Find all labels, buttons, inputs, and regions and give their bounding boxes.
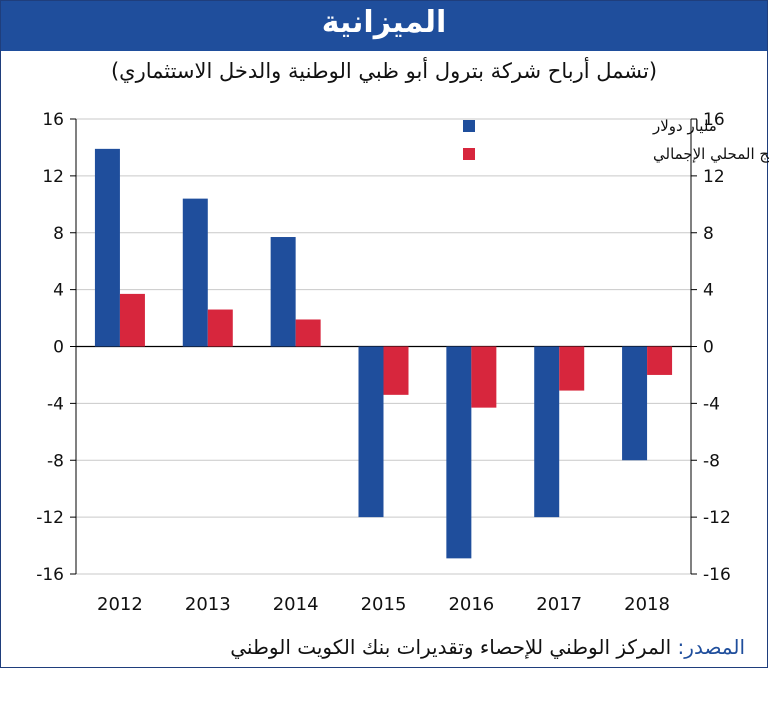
y-tick-label-left: 12 xyxy=(42,167,64,187)
bar-usd-2013 xyxy=(182,198,208,347)
bar-usd-2016 xyxy=(446,346,472,559)
x-tick-label: 2017 xyxy=(536,594,582,615)
legend-swatch xyxy=(463,148,475,160)
bar-gdp-2018 xyxy=(647,346,673,375)
legend-swatch xyxy=(463,120,475,132)
y-tick-label-right: -16 xyxy=(703,565,731,585)
bar-usd-2012 xyxy=(94,148,120,347)
x-axis-labels: 2012 2013 2014 2015 2016 2017 2018 xyxy=(97,594,670,615)
bar-gdp-2017 xyxy=(559,346,585,391)
x-tick-label: 2018 xyxy=(624,594,670,615)
x-tick-label: 2012 xyxy=(97,594,143,615)
bar-chart: 16 12 8 4 0 -4 -8 -12 -16 16 12 8 4 0 -4 -8 -12 -16 2012… xyxy=(36,110,769,615)
bottom-margin xyxy=(0,668,770,718)
bar-usd-2018 xyxy=(622,346,648,461)
source-text: المركز الوطني للإحصاء وتقديرات بنك الكوي… xyxy=(230,635,672,659)
bar-usd-2015 xyxy=(358,346,384,518)
y-tick-label-right: 8 xyxy=(703,224,714,244)
bar-usd-2017 xyxy=(534,346,560,518)
y-tick-label-left: -16 xyxy=(36,565,64,585)
legend-label: ٪ من الناتج المحلي الإجمالي xyxy=(653,145,769,164)
y-tick-label-left: 0 xyxy=(53,338,64,358)
y-tick-label-left: 4 xyxy=(53,281,64,301)
y-axis-left-ticks: 16 12 8 4 0 -4 -8 -12 -16 xyxy=(36,110,64,585)
axes xyxy=(70,118,697,575)
bar-gdp-2012 xyxy=(119,293,145,347)
source-note: المصدر: المركز الوطني للإحصاء وتقديرات ب… xyxy=(230,635,745,659)
x-tick-label: 2014 xyxy=(273,594,319,615)
x-tick-label: 2016 xyxy=(448,594,494,615)
page-title: الميزانية xyxy=(321,5,447,40)
bar-gdp-2013 xyxy=(207,309,233,347)
y-tick-label-right: 0 xyxy=(703,338,714,358)
y-tick-label-right: 4 xyxy=(703,281,714,301)
bar-gdp-2014 xyxy=(295,319,321,347)
y-tick-label-left: -12 xyxy=(36,508,64,528)
chart-subtitle: (تشمل أرباح شركة بترول أبو ظبي الوطنية و… xyxy=(110,59,658,83)
x-tick-label: 2015 xyxy=(361,594,407,615)
y-tick-label-left: -4 xyxy=(47,394,64,414)
bar-gdp-2015 xyxy=(383,346,409,395)
y-tick-label-right: 12 xyxy=(703,167,725,187)
x-tick-label: 2013 xyxy=(185,594,231,615)
y-tick-label-right: 16 xyxy=(703,110,725,130)
y-tick-label-right: -12 xyxy=(703,508,731,528)
title-bar: الميزانية xyxy=(1,1,767,51)
bars xyxy=(94,148,673,559)
bar-usd-2014 xyxy=(270,237,296,347)
y-tick-label-left: 8 xyxy=(53,224,64,244)
bar-gdp-2016 xyxy=(471,346,497,408)
y-tick-label-right: -8 xyxy=(703,451,720,471)
y-tick-label-left: 16 xyxy=(42,110,64,130)
y-axis-right-ticks: 16 12 8 4 0 -4 -8 -12 -16 xyxy=(703,110,731,585)
legend: مليار دولار ٪ من الناتج المحلي الإجمالي xyxy=(463,117,769,164)
y-tick-label-right: -4 xyxy=(703,394,720,414)
legend-label: مليار دولار xyxy=(652,117,717,135)
chart-frame: الميزانية (تشمل أرباح شركة بترول أبو ظبي… xyxy=(0,0,769,668)
source-label: المصدر: xyxy=(677,635,745,659)
y-tick-label-left: -8 xyxy=(47,451,64,471)
